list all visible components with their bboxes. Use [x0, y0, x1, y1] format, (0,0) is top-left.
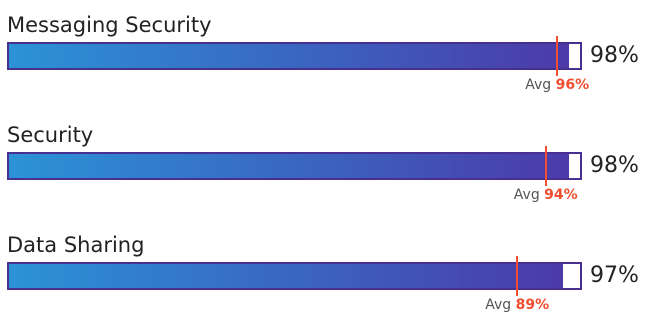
avg-label-text: Avg — [525, 77, 552, 93]
avg-label: Avg 89% — [485, 296, 549, 314]
avg-label: Avg 94% — [514, 186, 578, 204]
avg-marker — [544, 146, 547, 186]
bar-track — [7, 256, 582, 296]
bar-row-messaging-security: Messaging Security 98% Avg 96% — [0, 12, 645, 112]
avg-value: 96% — [555, 77, 590, 93]
avg-marker — [556, 36, 559, 76]
avg-marker — [516, 256, 519, 296]
category-label: Security — [7, 123, 94, 147]
bar-value-label: 98% — [590, 153, 639, 178]
avg-label-text: Avg — [485, 297, 512, 313]
bar-row-data-sharing: Data Sharing 97% Avg 89% — [0, 232, 645, 332]
avg-value: 89% — [515, 297, 550, 313]
bar-fill — [9, 44, 569, 68]
bar-value-label: 98% — [590, 43, 639, 68]
bar-value-label: 97% — [590, 263, 639, 288]
avg-value: 94% — [544, 187, 578, 203]
bar-fill — [9, 264, 563, 288]
avg-label: Avg 96% — [525, 76, 589, 94]
category-label: Messaging Security — [7, 13, 212, 37]
bar-track — [7, 146, 582, 186]
bar-fill — [9, 154, 569, 178]
avg-label-text: Avg — [513, 187, 540, 203]
bar-track — [7, 36, 582, 76]
category-label: Data Sharing — [7, 233, 145, 257]
bar-row-security: Security 98% Avg 94% — [0, 122, 645, 222]
